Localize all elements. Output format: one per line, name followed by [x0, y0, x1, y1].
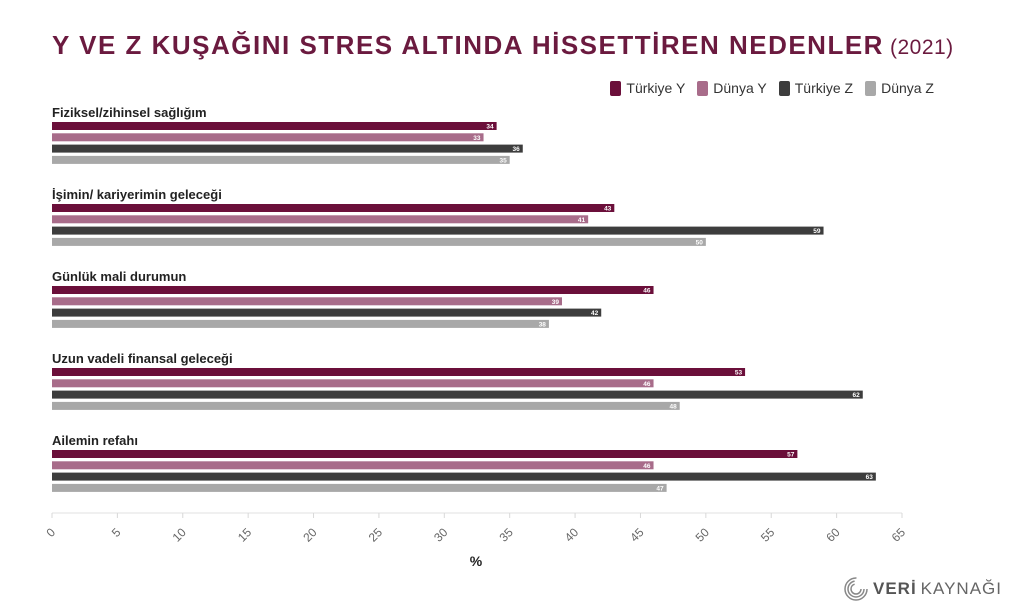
x-tick-label: 40 [562, 525, 582, 545]
bar [52, 483, 667, 492]
legend-swatch [610, 80, 622, 96]
bar [52, 461, 654, 470]
x-tick-label: 15 [235, 525, 255, 545]
x-tick-label: 30 [431, 525, 451, 545]
bar-value-label: 59 [813, 228, 821, 235]
bar-value-label: 41 [578, 217, 586, 224]
bar [52, 319, 549, 328]
bar-value-label: 42 [591, 310, 599, 317]
bar [52, 237, 706, 246]
bar-value-label: 46 [643, 288, 651, 295]
bar-value-label: 36 [513, 146, 521, 153]
x-tick-label: 50 [693, 525, 713, 545]
category-label: Uzun vadeli finansal geleceği [52, 351, 233, 366]
bar [52, 401, 680, 410]
x-tick-label: 5 [109, 525, 124, 540]
x-tick-label: 45 [627, 525, 647, 545]
bar [52, 226, 824, 235]
logo-text: KAYNAĞI [920, 579, 1002, 598]
bar [52, 286, 654, 294]
bar [52, 215, 589, 224]
chart-legend: Türkiye Y Dünya Y Türkiye Z Dünya Z [610, 80, 934, 96]
bar [52, 133, 484, 142]
bar-value-label: 35 [499, 157, 507, 164]
bar [52, 379, 654, 388]
bar-value-label: 53 [735, 370, 743, 377]
x-tick-label: 0 [43, 525, 58, 540]
legend-swatch [778, 80, 790, 96]
bar-value-label: 50 [696, 239, 704, 246]
x-tick-label: 25 [366, 525, 386, 545]
category-label: İşimin/ kariyerimin geleceği [52, 187, 222, 202]
logo-text-strong: VERİ [872, 579, 917, 598]
bar-value-label: 43 [604, 206, 612, 213]
bar [52, 308, 602, 317]
bar-value-label: 62 [853, 392, 861, 399]
legend-label: Türkiye Z [794, 80, 854, 96]
bar [52, 368, 746, 376]
bar [52, 297, 562, 306]
bar-value-label: 38 [539, 321, 547, 328]
x-tick-label: 10 [170, 525, 190, 545]
brand-logo: VERİ KAYNAĞI [843, 576, 1002, 602]
chart-title: Y VE Z KUŞAĞINI STRES ALTINDA HİSSETTİRE… [52, 30, 954, 61]
legend-label: Dünya Z [881, 80, 934, 96]
chart-title-main: Y VE Z KUŞAĞINI STRES ALTINDA HİSSETTİRE… [52, 30, 884, 60]
bar [52, 155, 510, 164]
x-tick-label: 60 [823, 525, 843, 545]
bar [52, 390, 863, 399]
legend-item: Dünya Y [697, 80, 767, 96]
logo-rings-icon [844, 577, 868, 601]
legend-swatch [865, 80, 877, 96]
x-tick-label: 55 [758, 525, 778, 545]
x-tick-label: 65 [889, 525, 909, 545]
bar [52, 204, 615, 212]
bar-value-label: 48 [669, 403, 677, 410]
bar [52, 144, 523, 153]
legend-item: Dünya Z [865, 80, 934, 96]
bar-value-label: 57 [787, 452, 795, 459]
bar-value-label: 47 [656, 485, 664, 492]
bar [52, 472, 876, 481]
legend-item: Türkiye Y [610, 80, 685, 96]
bar-value-label: 34 [486, 124, 494, 131]
legend-label: Dünya Y [713, 80, 767, 96]
bar-value-label: 39 [552, 299, 560, 306]
category-label: Fiziksel/zihinsel sağlığım [52, 105, 207, 120]
chart-title-year: (2021) [889, 36, 954, 59]
bar-value-label: 63 [866, 474, 874, 481]
bar [52, 122, 497, 130]
legend-swatch [697, 80, 709, 96]
category-label: Günlük mali durumun [52, 269, 186, 284]
bar-value-label: 46 [643, 463, 651, 470]
bar-value-label: 33 [473, 135, 481, 142]
category-label: Ailemin refahı [52, 433, 138, 448]
legend-label: Türkiye Y [626, 80, 686, 96]
x-axis-label: % [470, 553, 483, 569]
x-tick-label: 35 [496, 525, 516, 545]
legend-item: Türkiye Z [778, 80, 854, 96]
bar-value-label: 46 [643, 381, 651, 388]
bar [52, 450, 798, 458]
x-tick-label: 20 [300, 525, 320, 545]
